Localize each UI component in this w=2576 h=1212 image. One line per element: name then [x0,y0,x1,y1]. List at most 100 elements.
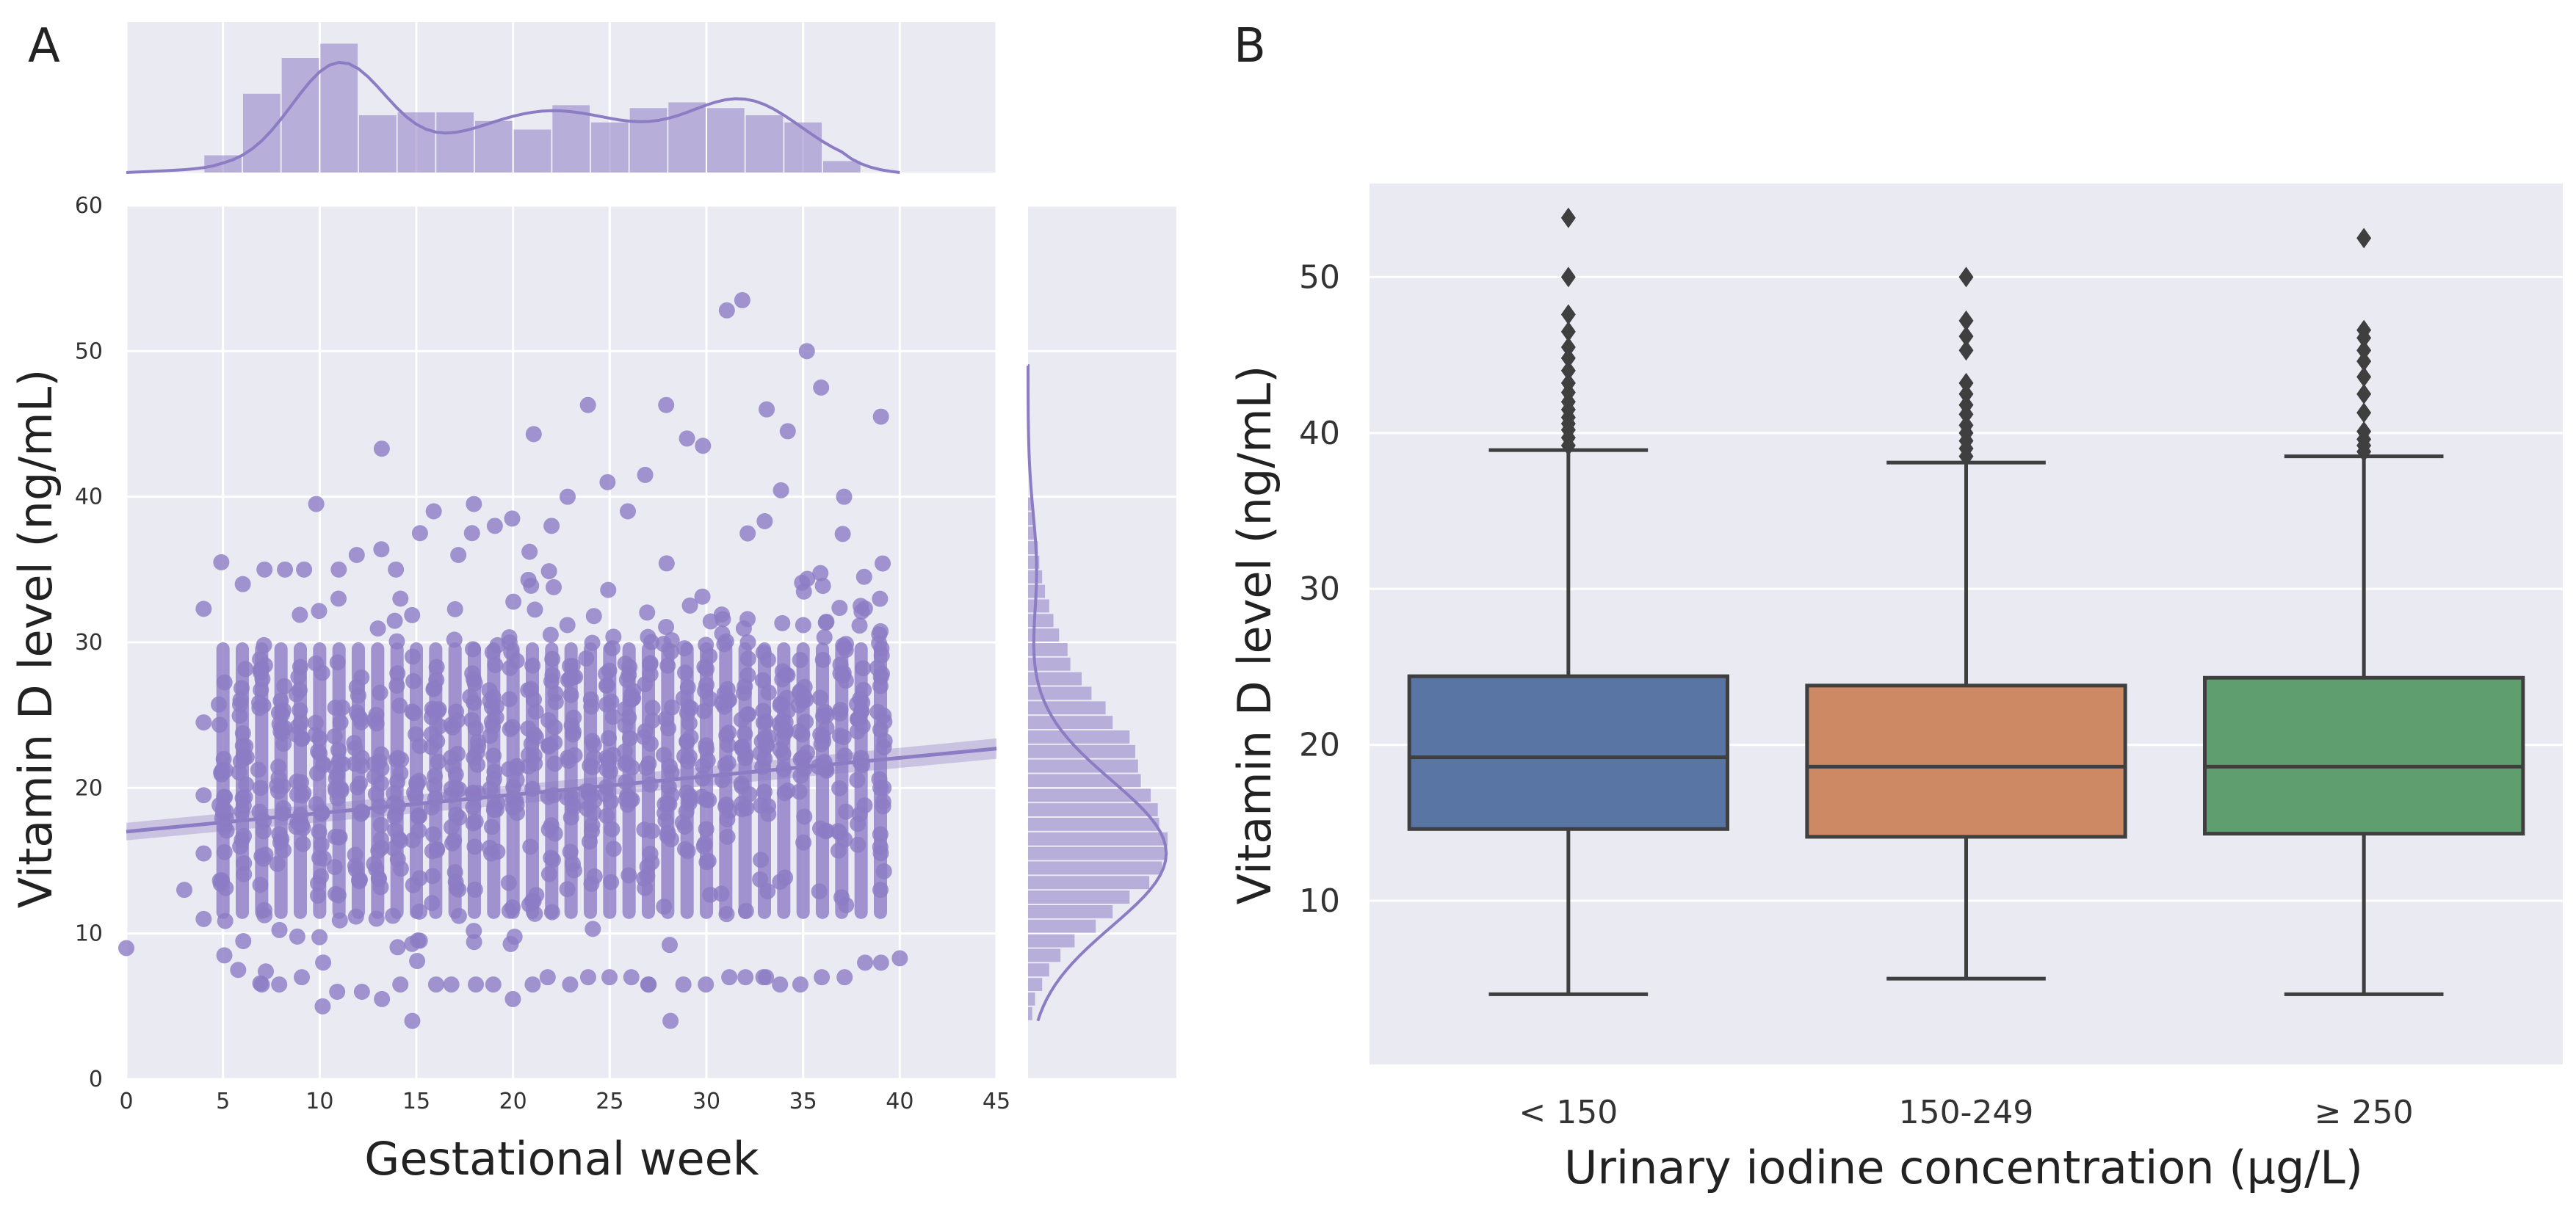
panel-a-point [546,578,562,595]
panel-a-point-band [680,642,694,919]
panel-b-outlier [1560,207,1576,228]
panel-a-right-hist-bar [1028,919,1096,933]
panel-a-top-hist-bar [552,105,590,173]
panel-a-point [871,626,888,643]
panel-a-right-hist-bar [1028,730,1130,744]
panel-a-point [619,503,636,520]
panel-a-right-hist-bar [1028,526,1035,540]
panel-a-point [661,937,678,954]
panel-b-outlier [1560,347,1576,369]
panel-a-point [468,976,485,993]
panel-a-point-band [294,642,307,919]
panel-a-point [600,581,617,598]
panel-a-point-band [564,642,578,919]
panel-a-point [256,561,273,578]
panel-a-point [404,1012,421,1029]
panel-a-point [679,430,695,447]
panel-a-point [695,438,712,454]
panel-a-y-axis-label: Vitamin D level (ng/mL) [9,369,62,909]
panel-a-point [872,408,889,425]
panel-a-point [450,547,467,563]
panel-a-point [504,510,521,527]
panel-a-point [816,629,833,646]
panel-b-outlier [1560,321,1576,342]
panel-a-point [195,600,212,617]
panel-a-point [425,503,442,520]
panel-a-point [525,426,542,443]
panel-a-right-hist-bar [1028,759,1138,773]
panel-a-right-hist-bar [1028,657,1071,671]
panel-b-outlier [2356,351,2372,372]
panel-a-point [817,614,834,631]
panel-a-point [795,617,811,634]
panel-a-point [539,969,556,986]
panel-a-point [739,611,756,628]
panel-a-point [311,603,328,620]
panel-b-x-tick-label: 150-249 [1899,1094,2034,1131]
panel-a-point [409,953,426,970]
panel-a-point-band [874,642,887,919]
panel-a-point-band [526,642,539,919]
panel-a-point [694,588,711,605]
panel-a-point [216,947,233,964]
panel-a-point [872,954,889,971]
panel-a-point [795,583,812,600]
panel-a-x-tick-label: 20 [499,1089,527,1114]
panel-a-point [718,302,735,319]
panel-a-point-band [410,642,423,919]
panel-a-right-hist-bar [1028,963,1049,977]
panel-a-point [579,396,596,413]
panel-a-right-hist-bar [1028,628,1060,642]
panel-a-point-band [274,642,288,919]
panel-a-point-band [332,642,346,919]
panel-a-point [605,628,622,645]
panel-a-point-band [719,642,733,919]
panel-a-point [369,620,386,637]
panel-b-y-tick-label: 30 [1299,570,1340,608]
panel-a-point [271,976,288,993]
panel-a-scatter: 0 5 10 15 20 25 30 35 40 45 0 10 20 30 40 50 60 [75,22,1176,1114]
panel-a-point-band [429,642,443,919]
panel-a-point [658,555,675,572]
panel-a-top-hist-bar [475,120,513,173]
panel-a-point [374,990,391,1007]
panel-b-y-tick-label: 20 [1299,727,1340,764]
panel-b-box-body [2203,675,2525,836]
panel-a-point [739,525,756,542]
panel-b-outlier [1958,310,1974,331]
panel-a-point [813,379,830,396]
panel-a-point [799,570,816,587]
panel-a-point [836,488,853,505]
panel-a-top-hist-bar [668,102,706,173]
panel-a-point [542,626,559,643]
panel-a-y-tick-label: 20 [75,775,103,801]
panel-a-top-hist-bar [397,112,435,173]
panel-a-point [404,935,421,952]
panel-a-point [623,969,640,986]
panel-a-x-tick-label: 25 [596,1089,623,1114]
panel-a-point [308,496,325,512]
panel-a-point [389,939,406,956]
panel-a-point-band [758,642,771,919]
panel-b-x-axis-label: Urinary iodine concentration (μg/L) [1564,1141,2363,1194]
panel-a-top-hist-bar [707,108,745,173]
panel-a-point [463,525,480,542]
panel-a-point [836,969,853,986]
panel-a-point [504,990,521,1007]
panel-a-right-hist-bar [1028,774,1141,788]
panel-a-point [675,976,692,993]
panel-a-point [559,617,576,634]
panel-a-point [485,976,502,993]
panel-a-right-hist-bar [1028,832,1168,846]
panel-a-point [872,722,889,738]
panel-a-point [296,561,313,578]
panel-a-point-band [738,642,752,919]
panel-a-point [891,950,908,967]
panel-b-outlier [2356,383,2372,404]
panel-a-point [759,401,775,418]
panel-b-outlier [2356,340,2372,361]
panel-b-outlier [2356,421,2372,442]
panel-a-point [315,954,332,971]
panel-a-point-band [255,642,269,919]
panel-a-point [235,933,252,950]
